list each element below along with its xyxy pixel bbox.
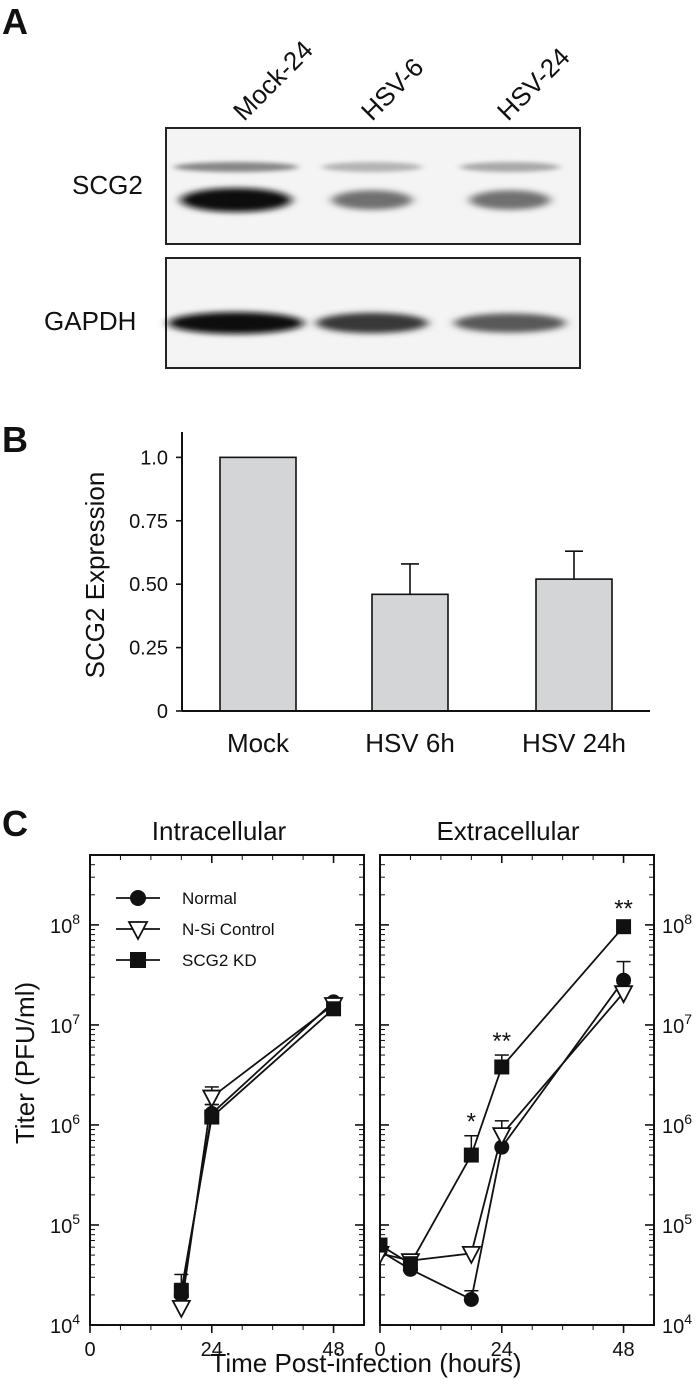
titer-y-label: Titer (PFU/ml) [10,982,40,1144]
marker-n-si-control [613,985,634,1005]
marker-normal [616,972,632,988]
lane-label-hsv-6: HSV-6 [355,52,429,126]
bar-y-tick-label: 0.75 [129,511,168,533]
marker-normal [130,890,146,906]
time-x-label: Time Post-infection (hours) [210,1348,521,1378]
bar-category-label: HSV 6h [365,728,455,758]
blot-scg2: SCG2 [72,127,581,245]
blot-scg2-label: SCG2 [72,170,143,200]
bar-chart-y-ticks: 0 0.25 0.50 0.75 1.0 [129,447,182,723]
bar-category-label: Mock [227,728,290,758]
x-tick-label: 0 [374,1339,385,1361]
blot-gapdh-bands [168,312,566,334]
lane-labels: Mock-24 HSV-6 HSV-24 [227,35,576,127]
bar-y-tick-label: 0.25 [129,638,168,660]
intracellular-plot: 104 105 106 107 108 0 24 48 [50,854,365,1361]
marker-scg2-kd [380,1237,388,1253]
subplot-title-extracellular: Extracellular [436,816,579,846]
marker-n-si-control [201,1089,222,1109]
bar-chart-y-label: SCG2 Expression [80,472,110,679]
bar-chart: 0 0.25 0.50 0.75 1.0 Mock HSV 6h HSV 24h SCG2 … [80,432,650,758]
legend-label: Normal [182,889,237,908]
scg2-lower-band [180,188,292,212]
marker-n-si-control [171,1299,192,1319]
panel-b-letter: B [2,419,28,460]
bar-chart-bars [219,456,613,712]
lane-label-hsv-24: HSV-24 [491,42,576,127]
bar [219,456,297,712]
gapdh-band [168,312,304,334]
plot-frame [379,854,655,1326]
y-tick-label: 106 [662,1111,692,1138]
marker-scg2-kd [494,1059,510,1075]
marker-scg2-kd [326,1001,342,1017]
y-tick-label: 104 [50,1311,80,1338]
scg2-upper-band [322,162,422,172]
marker-normal [494,1139,510,1155]
scg2-upper-band [174,162,298,172]
subplot-title-intracellular: Intracellular [152,816,287,846]
bar-y-tick-label: 1.0 [140,447,168,469]
x-tick-label: 48 [612,1339,634,1361]
series-line [380,926,625,1265]
legend: Normal N-Si Control SCG2 KD [116,889,275,970]
bar [535,578,613,712]
significance-marker: * [467,1109,476,1136]
blot-gapdh-label: GAPDH [44,306,136,336]
scg2-lower-band [331,190,413,210]
gapdh-band [316,312,428,334]
y-tick-label: 107 [50,1011,80,1038]
marker-scg2-kd [204,1109,220,1125]
x-tick-label: 0 [84,1339,95,1361]
y-tick-label: 108 [50,911,80,938]
marker-n-si-control [491,1127,512,1147]
marker-n-si-control [127,921,149,941]
bar-chart-x-labels: Mock HSV 6h HSV 24h [227,728,626,758]
x-tick-label: 24 [491,1339,513,1361]
marker-scg2-kd [173,1283,189,1299]
marker-scg2-kd [463,1147,479,1163]
y-tick-label: 107 [662,1011,692,1038]
y-tick-label: 105 [662,1211,692,1238]
scg2-upper-band [460,162,560,172]
marker-n-si-control [461,1245,482,1265]
blot-gapdh: GAPDH [44,257,581,369]
plot-series [171,994,344,1319]
lane-label-mock-24: Mock-24 [227,35,319,127]
blot-scg2-frame [165,127,581,245]
y-tick-label: 105 [50,1211,80,1238]
scg2-lower-band [469,190,551,210]
significance-marker: ** [614,895,633,922]
panel-c-letter: C [2,803,28,844]
marker-scg2-kd [402,1256,418,1272]
panel-a-letter: A [2,1,28,42]
y-tick-label: 108 [662,911,692,938]
legend-label: N-Si Control [182,920,275,939]
plot-frame [89,854,365,1326]
y-tick-label: 106 [50,1111,80,1138]
gapdh-band [454,313,566,333]
x-tick-label: 24 [201,1339,223,1361]
bar [371,593,449,712]
bar-y-tick-label: 0.50 [129,574,168,596]
plot-series [380,919,634,1307]
marker-normal [463,1291,479,1307]
significance-marker: ** [492,1028,511,1055]
x-tick-label: 48 [322,1339,344,1361]
bar-y-tick-label: 0 [157,701,168,723]
y-tick-label: 104 [662,1311,692,1338]
marker-scg2-kd [616,919,632,935]
legend-label: SCG2 KD [182,951,257,970]
bar-category-label: HSV 24h [522,728,626,758]
marker-scg2-kd [130,952,146,968]
blot-scg2-bands [174,162,560,212]
